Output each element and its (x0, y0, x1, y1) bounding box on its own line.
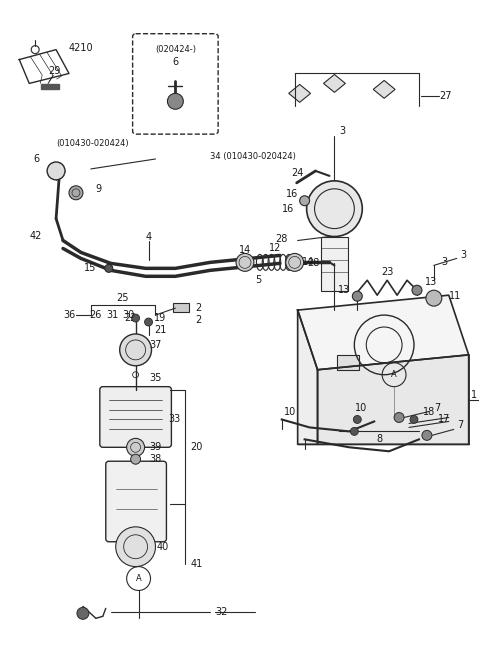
Text: 14: 14 (239, 245, 251, 255)
Text: 13: 13 (338, 285, 350, 295)
Circle shape (77, 607, 89, 619)
Text: 27: 27 (439, 91, 451, 101)
Text: 38: 38 (149, 454, 162, 464)
Circle shape (350, 428, 358, 436)
Circle shape (412, 285, 422, 295)
Text: 37: 37 (149, 340, 162, 350)
Text: 4210: 4210 (69, 43, 94, 52)
Circle shape (410, 415, 418, 423)
FancyBboxPatch shape (106, 461, 167, 542)
Text: 8: 8 (376, 434, 382, 444)
Circle shape (105, 264, 113, 272)
Bar (337, 355, 360, 370)
Circle shape (353, 415, 361, 423)
Text: 4: 4 (145, 232, 152, 241)
Text: 2: 2 (195, 303, 202, 313)
Text: 10: 10 (355, 403, 367, 413)
Text: 23: 23 (381, 268, 393, 277)
Bar (41, 85, 59, 89)
Text: (010430-020424): (010430-020424) (56, 138, 129, 148)
Text: 2: 2 (195, 315, 202, 325)
Circle shape (236, 253, 254, 272)
Text: 18: 18 (423, 407, 435, 417)
Polygon shape (298, 295, 468, 370)
Text: 22: 22 (124, 313, 137, 323)
Circle shape (131, 454, 141, 464)
Text: 3: 3 (339, 126, 346, 136)
Text: 39: 39 (149, 442, 162, 452)
Text: 34 (010430-020424): 34 (010430-020424) (210, 152, 296, 161)
Text: 7: 7 (434, 403, 440, 413)
Circle shape (120, 334, 152, 366)
Circle shape (144, 318, 153, 326)
Circle shape (422, 430, 432, 440)
Text: 31: 31 (107, 310, 119, 320)
Text: 32: 32 (215, 607, 228, 617)
Bar (173, 303, 189, 312)
Text: 3: 3 (441, 257, 447, 268)
FancyBboxPatch shape (100, 386, 171, 447)
Circle shape (132, 314, 140, 322)
Text: 19: 19 (155, 313, 167, 323)
Text: 12: 12 (269, 243, 281, 253)
Text: 6: 6 (172, 56, 179, 66)
Circle shape (168, 93, 183, 110)
Text: 40: 40 (156, 542, 168, 552)
Circle shape (352, 291, 362, 301)
Text: 15: 15 (84, 263, 96, 274)
Text: 30: 30 (122, 310, 135, 320)
Bar (321, 237, 348, 291)
Text: 5: 5 (255, 276, 261, 285)
Text: 41: 41 (190, 559, 203, 569)
Circle shape (127, 438, 144, 457)
Polygon shape (318, 355, 468, 444)
Text: 3: 3 (461, 251, 467, 260)
Text: 7: 7 (457, 420, 463, 430)
Text: 16: 16 (286, 189, 298, 199)
Text: 25: 25 (117, 293, 129, 303)
Polygon shape (373, 81, 395, 98)
Polygon shape (324, 75, 346, 92)
Text: 36: 36 (63, 310, 75, 320)
Text: 1: 1 (470, 390, 477, 400)
Text: 16: 16 (282, 204, 294, 214)
Circle shape (394, 413, 404, 422)
Circle shape (307, 181, 362, 237)
Text: 28: 28 (276, 234, 288, 243)
Polygon shape (298, 310, 318, 444)
Text: 9: 9 (96, 184, 102, 194)
Text: 29: 29 (48, 66, 60, 77)
Text: 24: 24 (291, 168, 304, 178)
Text: (020424-): (020424-) (155, 45, 196, 54)
Circle shape (426, 290, 442, 306)
Text: 6: 6 (33, 154, 39, 164)
Text: 33: 33 (168, 415, 180, 424)
Text: 21: 21 (154, 325, 167, 335)
Text: 42: 42 (30, 230, 42, 241)
Circle shape (116, 527, 156, 567)
Text: 17: 17 (438, 415, 450, 424)
Text: 20: 20 (190, 442, 203, 452)
Text: 10: 10 (284, 407, 296, 417)
Polygon shape (288, 85, 311, 102)
Text: 26: 26 (90, 310, 102, 320)
Circle shape (47, 162, 65, 180)
Text: A: A (136, 574, 142, 583)
Circle shape (300, 195, 310, 206)
Text: A: A (391, 370, 397, 379)
Text: 35: 35 (149, 373, 162, 382)
Text: 13: 13 (425, 277, 437, 287)
Text: 14: 14 (301, 257, 314, 268)
Circle shape (286, 253, 304, 272)
Circle shape (69, 186, 83, 199)
Text: 28: 28 (307, 258, 320, 268)
Text: 11: 11 (449, 291, 461, 301)
